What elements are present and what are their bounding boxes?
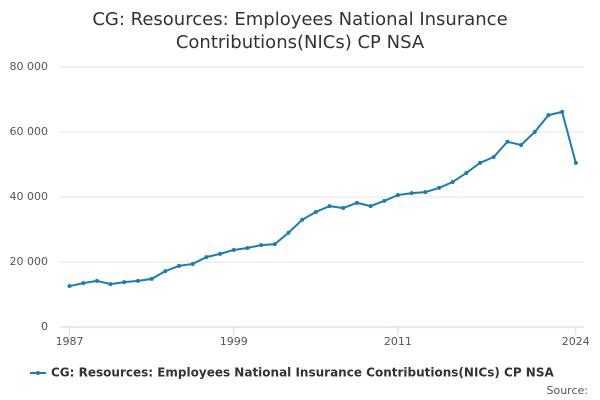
line (69, 110, 577, 288)
x-tick-label: 2011 (384, 335, 412, 348)
marker (67, 284, 72, 289)
y-tick-label: 80 000 (10, 60, 49, 73)
marker (560, 109, 565, 114)
y-tick-label: 40 000 (10, 190, 49, 203)
legend-marker (36, 371, 40, 375)
y-tick-label: 20 000 (10, 255, 49, 268)
marker (491, 155, 496, 160)
marker (149, 276, 154, 281)
marker (94, 278, 99, 283)
marker (464, 170, 469, 175)
marker (272, 242, 277, 247)
marker (505, 139, 510, 144)
x-tick-label: 1987 (56, 335, 84, 348)
x-tick-label: 2024 (562, 335, 590, 348)
marker (108, 282, 113, 287)
marker (354, 200, 359, 205)
marker (382, 198, 387, 203)
chart-title: CG: Resources: Employees National Insura… (92, 9, 508, 53)
marker (163, 269, 168, 274)
marker (245, 246, 250, 251)
marker (341, 206, 346, 211)
marker (368, 204, 373, 209)
marker (519, 143, 524, 147)
marker (478, 160, 483, 165)
marker (532, 130, 537, 134)
marker (300, 217, 305, 222)
marker (81, 281, 86, 286)
y-tick-label: 60 000 (10, 125, 49, 138)
marker (286, 230, 291, 235)
marker (450, 180, 455, 185)
marker (546, 113, 551, 118)
marker (573, 160, 578, 165)
legend-label: CG: Resources: Employees National Insura… (51, 366, 554, 380)
marker (190, 261, 195, 266)
marker (204, 255, 209, 260)
marker (135, 278, 140, 283)
x-tick-label: 1999 (220, 335, 248, 348)
marker (327, 204, 332, 209)
marker (409, 191, 414, 196)
marker (177, 263, 182, 268)
y-tick-label: 0 (41, 320, 48, 333)
marker (313, 209, 318, 214)
marker (122, 280, 127, 285)
source: Source: (547, 384, 589, 397)
marker (259, 243, 264, 248)
marker (218, 251, 223, 256)
marker (231, 247, 236, 252)
marker (423, 190, 428, 195)
marker (436, 185, 441, 190)
marker (395, 193, 400, 198)
